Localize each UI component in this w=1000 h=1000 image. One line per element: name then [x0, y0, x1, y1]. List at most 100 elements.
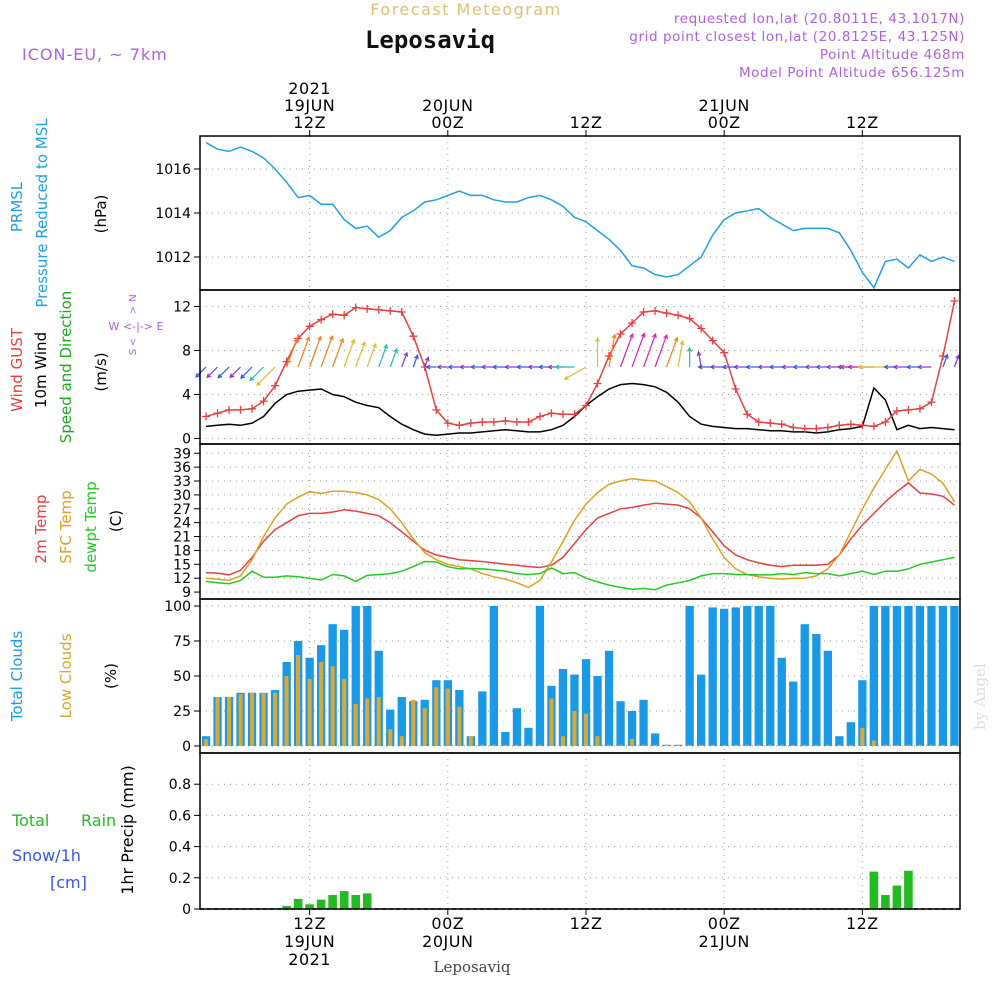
wind-marker [202, 412, 210, 421]
low-cloud-bar [653, 744, 658, 746]
low-cloud-bar [261, 692, 266, 746]
total-cloud-bar [708, 607, 717, 746]
wind-ytick-label: 12 [173, 300, 191, 316]
low-cloud-bar [607, 744, 612, 746]
low-cloud-bar [514, 744, 519, 746]
low-cloud-bar [549, 698, 554, 746]
total-cloud-bar [754, 606, 763, 746]
wind-arrow-head [856, 364, 862, 370]
low-cloud-bar [641, 744, 646, 746]
low-cloud-bar [273, 692, 278, 746]
wind-marker [628, 319, 637, 327]
wind-arrow [412, 355, 419, 368]
total-cloud-bar [570, 674, 579, 746]
precip-bar [282, 905, 291, 909]
low-cloud-bar [284, 676, 289, 746]
low-cloud-bar [388, 729, 393, 746]
wind-marker [443, 419, 452, 428]
wind-arrow-head [436, 364, 442, 370]
precip-bar [305, 904, 314, 909]
wind-marker [881, 418, 890, 426]
wind-marker [892, 407, 901, 415]
total-clouds-label: Total Clouds [8, 631, 26, 723]
model-altitude: Model Point Altitude 656.125m [739, 65, 965, 81]
wind-marker [927, 398, 936, 407]
top-time-label: 12Z [293, 113, 326, 132]
wind-marker [236, 405, 245, 414]
wind-arrow [297, 337, 310, 368]
total-cloud-bar [558, 669, 568, 746]
wind-marker [720, 348, 729, 357]
precip-ytick-label: 0.4 [169, 840, 191, 856]
precip-rain-label: Rain [81, 811, 116, 830]
low-cloud-bar [365, 698, 370, 746]
wind-marker [512, 418, 521, 426]
clouds-ytick-label: 100 [164, 599, 191, 615]
wind-arrow-head [305, 336, 311, 342]
precip-ytick-label: 0.6 [169, 808, 191, 824]
low-cloud-bar [526, 744, 531, 746]
temperature-ytick-label: 30 [173, 488, 191, 504]
clouds-unit: (%) [102, 663, 120, 689]
wind-arrow-head [293, 337, 299, 343]
compass-arrow-down: < [128, 338, 139, 346]
wind-arrow-head [745, 364, 751, 370]
precip-ytick-label: 0.8 [169, 777, 191, 793]
low-cloud-bar [353, 704, 358, 746]
low-cloud-bar [491, 744, 496, 746]
low-cloud-bar [664, 744, 669, 746]
wind-marker [455, 421, 464, 430]
low-cloud-bar [307, 678, 312, 746]
wind-arrow-head [414, 354, 419, 360]
total-cloud-bar [489, 606, 498, 746]
wind-marker [259, 397, 268, 406]
wind-marker [904, 405, 913, 414]
wind-arrow-head [425, 364, 431, 370]
pressure-line-prmsl [205, 141, 955, 290]
temp-unit: (C) [107, 510, 125, 532]
wind-marker [248, 404, 257, 413]
low-cloud-bar [676, 744, 681, 746]
clouds-ytick-label: 25 [173, 704, 191, 720]
compass-west-east: W <-|-> E [109, 320, 164, 333]
total-cloud-bar [351, 606, 360, 746]
precip-bar [328, 895, 337, 909]
wind-marker [662, 309, 671, 318]
total-cloud-bar [604, 650, 614, 746]
low-cloud-bar [733, 744, 738, 746]
wind-marker [570, 410, 579, 419]
prmsl-label: PRMSL [8, 181, 26, 232]
wind-marker [800, 424, 809, 433]
wind-marker [869, 422, 878, 431]
top-time-label: 21JUN [699, 96, 750, 115]
low-cloud-bar [238, 694, 243, 746]
total-cloud-bar [397, 697, 406, 746]
wind-marker [328, 310, 337, 319]
precip-ytick-label: 0.2 [169, 871, 191, 887]
low-cloud-bar [457, 706, 462, 746]
wind-marker [547, 409, 556, 418]
wind-marker [605, 352, 614, 360]
wind-arrow-head [249, 376, 255, 382]
wind-arrow-head [825, 364, 831, 370]
wind-arrow [366, 343, 377, 368]
low-cloud-bar [330, 666, 335, 746]
low-cloud-bar [203, 739, 208, 746]
wind-arrow [256, 366, 276, 386]
low-cloud-bar [837, 744, 842, 746]
wind-marker [225, 405, 234, 414]
precip-unit: 1hr Precip (mm) [118, 765, 137, 895]
compass-north: N [128, 294, 139, 301]
footer-location: Leposaviq [434, 958, 511, 976]
wind-marker [950, 297, 959, 305]
wind-label: 10m Wind [32, 332, 50, 408]
wind-arrow-head [554, 364, 560, 370]
temperature-ytick-label: 27 [173, 502, 191, 518]
wind-marker [386, 306, 395, 315]
wind-arrow-head [696, 350, 702, 357]
wind-arrow-head [721, 364, 727, 370]
total-cloud-bar [950, 606, 959, 746]
low-cloud-bar [745, 744, 750, 746]
precip-bar [316, 899, 326, 909]
grid-coords: grid point closest lon,lat (20.8125E, 43… [629, 29, 965, 45]
